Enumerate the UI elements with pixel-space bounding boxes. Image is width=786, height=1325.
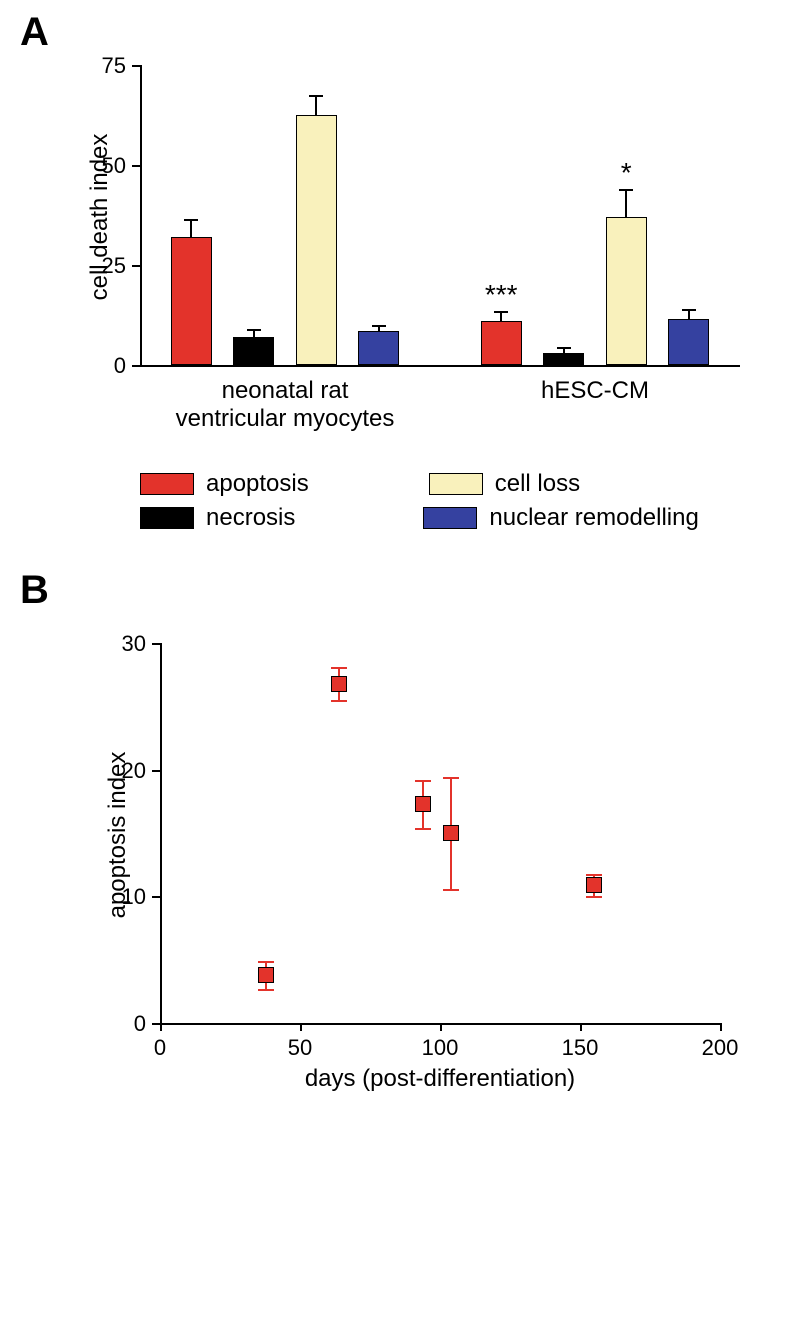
x-tick-label: 50 [288,1035,312,1061]
y-tick [152,896,160,898]
figure-container: A 0255075cell death indexneonatal ratven… [0,0,786,1123]
x-tick [720,1023,722,1031]
x-tick-label: 0 [154,1035,166,1061]
error-cap [247,329,261,331]
y-tick-label: 30 [80,631,146,657]
error-bar [625,189,627,217]
legend-item-nuclear-remodelling: nuclear remodelling [423,504,698,532]
scatter-point [331,676,347,692]
panel-b-label: B [20,568,766,613]
error-cap [184,219,198,221]
y-axis-title: cell death index [86,117,114,317]
y-tick [152,770,160,772]
bar [543,353,584,365]
y-axis [160,643,162,1023]
scatter-point [415,796,431,812]
y-tick-label: 0 [60,353,126,379]
legend-label-nuclear-remodelling: nuclear remodelling [489,504,698,532]
bar [171,237,212,365]
error-cap [443,777,459,779]
group-label: hESC-CM [460,377,730,405]
scatter-point [443,825,459,841]
error-cap [372,325,386,327]
y-axis [140,65,142,365]
x-axis-title: days (post-differentiation) [160,1065,720,1093]
bar [668,319,709,365]
legend-label-apoptosis: apoptosis [206,470,309,498]
error-cap [682,309,696,311]
significance-marker: * [596,157,656,189]
legend-item-apoptosis: apoptosis [140,470,309,498]
error-cap [586,874,602,876]
error-cap [331,700,347,702]
x-tick-label: 100 [422,1035,459,1061]
error-cap [415,828,431,830]
error-cap [331,667,347,669]
x-tick-label: 150 [562,1035,599,1061]
error-cap [258,989,274,991]
legend-label-cell-loss: cell loss [495,470,580,498]
error-cap [415,780,431,782]
legend-label-necrosis: necrosis [206,504,295,532]
bar [481,321,522,365]
error-cap [258,961,274,963]
legend-item-cell-loss: cell loss [429,470,580,498]
legend: apoptosis cell loss necrosis nuclear rem… [140,470,760,532]
legend-swatch-necrosis [140,507,194,529]
y-tick-label: 75 [60,53,126,79]
y-tick-label: 0 [80,1011,146,1037]
x-tick [580,1023,582,1031]
error-cap [557,347,571,349]
scatter-point [586,877,602,893]
y-tick [132,65,140,67]
panel-a-chart: 0255075cell death indexneonatal ratventr… [60,45,760,465]
x-tick [160,1023,162,1031]
y-tick [132,265,140,267]
x-axis [140,365,740,367]
y-tick [132,165,140,167]
scatter-point [258,967,274,983]
legend-swatch-nuclear-remodelling [423,507,477,529]
error-cap [619,189,633,191]
error-cap [586,896,602,898]
panel-b-chart: 0102030050100150200apoptosis indexdays (… [80,623,760,1103]
legend-item-necrosis: necrosis [140,504,295,532]
significance-marker: *** [471,279,531,311]
y-axis-title: apoptosis index [104,735,132,935]
bar [296,115,337,365]
y-tick [132,365,140,367]
error-cap [443,889,459,891]
legend-swatch-cell-loss [429,473,483,495]
group-label: neonatal ratventricular myocytes [150,377,420,433]
error-cap [309,95,323,97]
error-bar [315,95,317,115]
error-cap [494,311,508,313]
y-tick [152,643,160,645]
error-bar [190,219,192,237]
bar [358,331,399,365]
y-tick [152,1023,160,1025]
legend-swatch-apoptosis [140,473,194,495]
x-tick [440,1023,442,1031]
bar [233,337,274,365]
x-tick-label: 200 [702,1035,739,1061]
bar [606,217,647,365]
x-tick [300,1023,302,1031]
